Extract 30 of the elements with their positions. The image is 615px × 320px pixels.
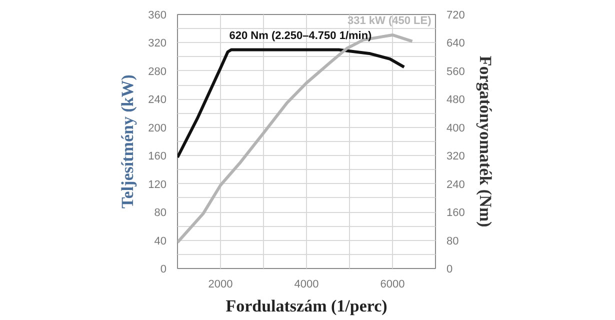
y-tick-label: 280 [148,66,167,78]
y2-tick-label: 400 [446,122,465,134]
y2-tick-label: 720 [446,10,465,22]
x-tick-label: 4000 [294,278,319,290]
y-tick-label: 40 [154,235,167,248]
y-tick-label: 360 [148,10,167,22]
line-series [178,33,414,244]
x-tick-label: 2000 [208,278,233,290]
y-tick-label: 160 [148,150,167,163]
y2-tick-label: 640 [446,38,465,50]
annotation: 620 Nm (2.250–4.750 1/min) [229,30,372,42]
y-tick-label: 200 [148,122,167,134]
y2-tick-label: 240 [446,178,465,191]
y-tick-label: 120 [148,178,167,191]
y2-tick-label: 480 [446,94,465,106]
y2-tick-label: 160 [446,207,465,220]
y2-tick-label: 0 [446,264,453,276]
y-axis-title: Teljesítmény (kW) [118,74,138,208]
y2-tick-label: 560 [446,66,465,78]
y2-axis-title: Forgatónyomaték (Nm) [476,56,495,228]
annotation: 331 kW (450 LE) [348,14,432,27]
x-axis-title: Fordulatszám (1/perc) [226,296,388,316]
y2-tick-label: 80 [446,235,459,248]
y-tick-label: 320 [148,38,167,50]
y-tick-label: 0 [160,264,167,276]
y-tick-label: 80 [154,207,167,220]
line-series [178,48,406,159]
y2-tick-label: 320 [446,150,465,163]
x-tick-label: 6000 [380,278,405,290]
y-tick-label: 240 [148,94,167,106]
